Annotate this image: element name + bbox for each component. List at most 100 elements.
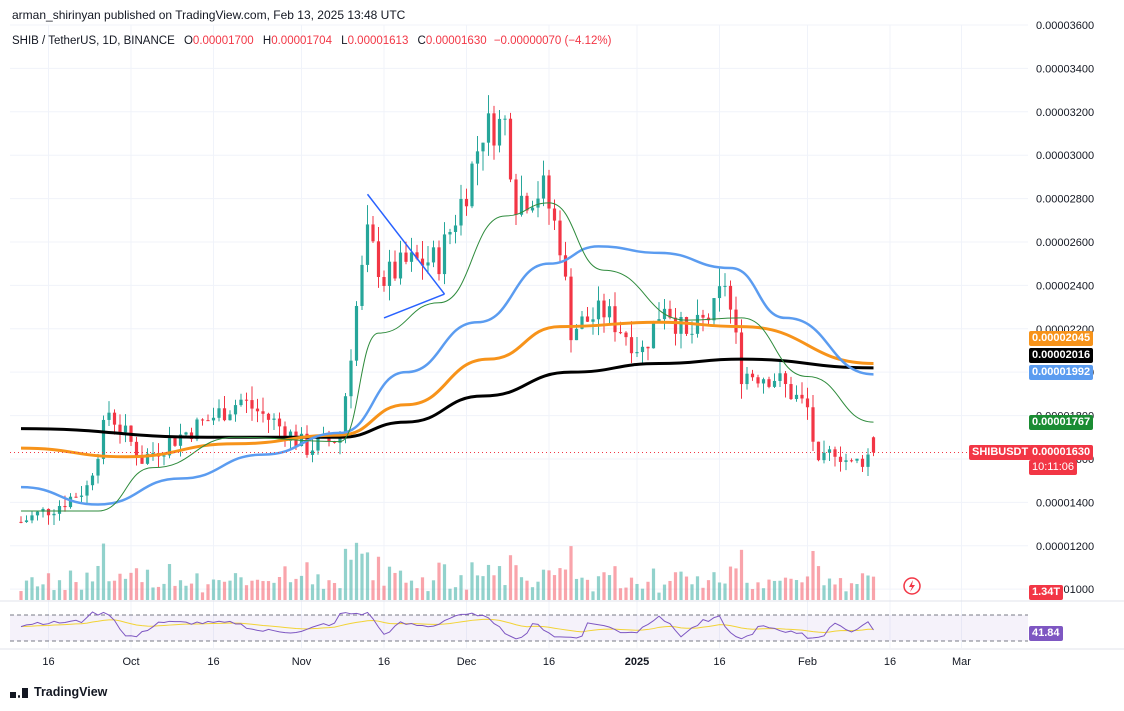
last-price-badge: 0.00001630 xyxy=(1029,445,1094,460)
candle-body xyxy=(618,332,623,334)
volume-bar xyxy=(343,548,348,600)
volume-bar xyxy=(261,581,265,600)
candle-body xyxy=(602,300,606,318)
candle-body xyxy=(624,332,628,338)
candle-body xyxy=(684,317,689,334)
candle-body xyxy=(844,460,848,462)
volume-bar xyxy=(464,589,469,600)
volume-bar xyxy=(134,568,139,600)
y-tick-label: 0.00003600 xyxy=(1036,20,1094,32)
volume-bar xyxy=(420,577,425,600)
candle-body xyxy=(244,399,249,401)
high-value: 0.00001704 xyxy=(271,35,332,47)
volume-bar xyxy=(288,582,293,600)
candle-body xyxy=(833,449,837,457)
volume-bar xyxy=(536,581,540,600)
candle-body xyxy=(690,333,694,335)
volume-bar xyxy=(684,576,689,600)
candle-body xyxy=(426,262,430,266)
x-tick-label: Mar xyxy=(952,656,971,668)
volume-bar xyxy=(607,575,612,600)
low-value: 0.00001613 xyxy=(347,35,409,47)
candle-body xyxy=(404,252,408,262)
volume-bar xyxy=(827,578,832,600)
candle-body xyxy=(52,513,56,516)
candle-body xyxy=(283,426,287,441)
candle-body xyxy=(470,163,474,207)
volume-bar xyxy=(310,584,315,600)
candle-body xyxy=(233,405,238,415)
candle-body xyxy=(96,458,100,476)
candle-body xyxy=(613,306,617,333)
volume-bar xyxy=(734,568,738,600)
triangle-trendline xyxy=(383,293,445,319)
candle-body xyxy=(657,319,661,322)
candle-body xyxy=(272,418,276,420)
candle-body xyxy=(646,346,650,349)
x-tick-label: 16 xyxy=(543,656,555,668)
volume-bar xyxy=(277,577,282,600)
volume-bar xyxy=(646,581,650,600)
candle-body xyxy=(101,419,106,459)
volume-bar xyxy=(547,570,551,600)
volume-bar xyxy=(354,542,359,600)
candle-body xyxy=(519,195,524,215)
candle-body xyxy=(701,314,705,318)
candle-body xyxy=(816,441,821,461)
candle-body xyxy=(486,113,491,143)
candle-body xyxy=(173,438,177,446)
volume-bar xyxy=(778,580,782,600)
volume-bar xyxy=(448,588,452,600)
symbol-title[interactable]: SHIB / TetherUS, 1D, BINANCE xyxy=(12,35,175,47)
candle-body xyxy=(629,337,634,354)
candle-body xyxy=(107,412,111,420)
candle-body xyxy=(151,452,155,454)
candle-body xyxy=(178,434,183,446)
volume-bar xyxy=(640,588,645,600)
volume-bar xyxy=(316,574,320,600)
volume-bar xyxy=(255,579,260,600)
ma-orange-badge: 0.00002045 xyxy=(1029,331,1094,346)
candle-body xyxy=(530,207,535,211)
volume-bar xyxy=(19,591,23,600)
tradingview-footer[interactable]: TradingView xyxy=(10,685,107,699)
y-tick-label: 0.00001200 xyxy=(1036,541,1094,553)
candle-body xyxy=(673,317,678,334)
volume-bar xyxy=(833,584,837,600)
volume-bar xyxy=(107,581,111,600)
volume-bar xyxy=(404,582,408,600)
y-tick-label: 0.00002800 xyxy=(1036,194,1094,206)
volume-bar xyxy=(371,580,375,600)
candle-body xyxy=(338,438,342,443)
volume-bar xyxy=(470,562,474,600)
ma-green-badge: 0.00001767 xyxy=(1029,415,1094,430)
candle-body xyxy=(30,515,34,521)
volume-bar xyxy=(745,582,749,600)
candle-body xyxy=(398,252,403,279)
candle-body xyxy=(640,346,645,353)
candle-body xyxy=(415,252,419,259)
volume-bar xyxy=(382,585,386,600)
volume-bar xyxy=(398,570,403,600)
change-value: −0.00000070 (−4.12%) xyxy=(493,35,612,47)
candle-body xyxy=(453,225,458,232)
candle-body xyxy=(761,379,766,384)
x-tick-label: 16 xyxy=(207,656,219,668)
volume-bar xyxy=(811,550,815,600)
y-tick-label: 0.00002600 xyxy=(1036,237,1094,249)
volume-bar xyxy=(530,587,535,600)
candle-body xyxy=(112,412,117,425)
volume-bar xyxy=(442,564,447,600)
triangle-trendline xyxy=(366,193,446,295)
candle-body xyxy=(349,360,353,397)
volume-bar xyxy=(618,588,623,600)
candle-body xyxy=(497,118,502,146)
volume-bar xyxy=(211,579,216,600)
candle-body xyxy=(607,306,612,318)
volume-bar xyxy=(624,587,628,600)
volume-bar xyxy=(145,569,150,600)
candle-body xyxy=(492,113,496,146)
candle-body xyxy=(723,285,727,287)
ohlc-legend: SHIB / TetherUS, 1D, BINANCE O0.00001700… xyxy=(12,35,611,47)
